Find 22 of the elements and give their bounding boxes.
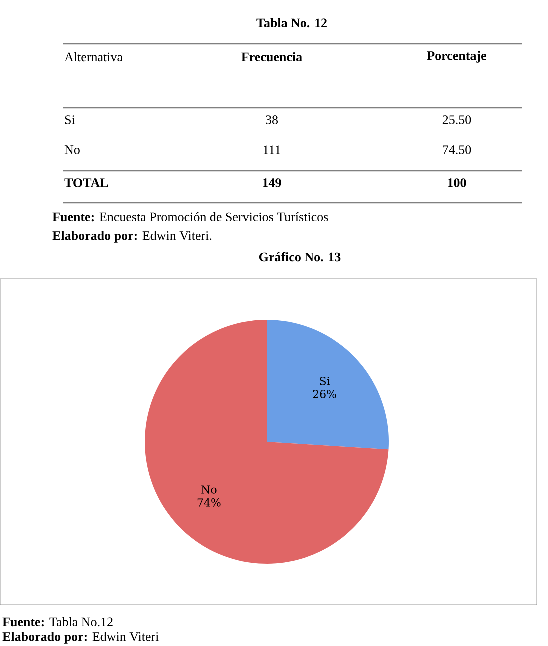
- category-label: Si: [65, 116, 76, 124]
- data-label: 111: [264, 146, 280, 154]
- text: Fuente: Tabla No.12: [2, 617, 113, 627]
- data-label: 100: [448, 178, 466, 188]
- category-label: TOTAL: [64, 178, 108, 188]
- text: Alternativa: [64, 52, 123, 62]
- data-label: 26%: [313, 390, 336, 398]
- category-label: No: [64, 146, 80, 154]
- data-label: 25.50: [442, 116, 472, 124]
- chart-title: Gráfico No. 13: [259, 252, 341, 262]
- text: Fuente: Encuesta Promoción de Servicios Turísticos: [52, 212, 328, 222]
- data-label: 74.50: [443, 146, 472, 154]
- slice-label: No: [202, 486, 217, 494]
- data-label: 74%: [198, 498, 221, 507]
- text: Porcentaje: [427, 51, 486, 63]
- slice-label: Si: [320, 377, 330, 386]
- data-label: 38: [266, 116, 278, 124]
- text: Elaborado por: Edwin Viteri: [2, 632, 159, 644]
- data-label: 149: [263, 178, 282, 188]
- text: Elaborado por: Edwin Viteri.: [52, 231, 212, 243]
- text: Frecuencia: [242, 52, 302, 62]
- text: Tabla No. 12: [256, 18, 327, 28]
